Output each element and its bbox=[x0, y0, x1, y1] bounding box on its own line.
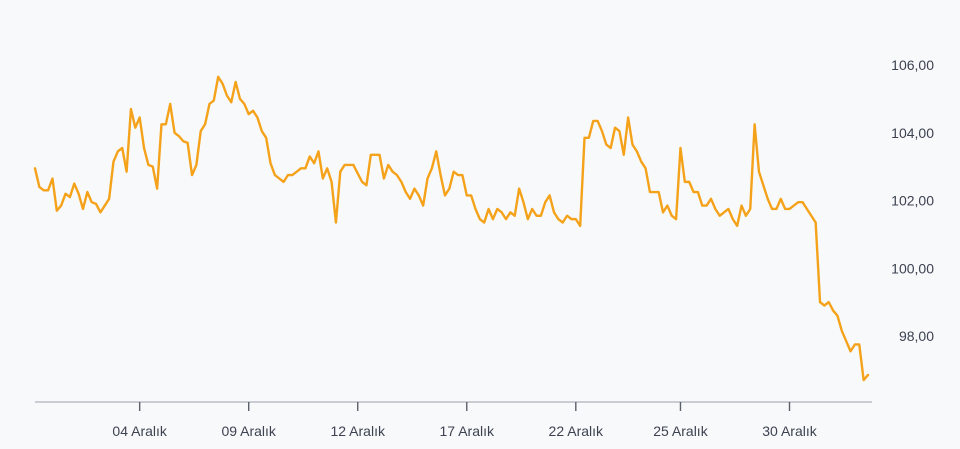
y-tick-label: 98,00 bbox=[899, 328, 934, 344]
price-series-line bbox=[33, 75, 870, 382]
y-axis-ticks: 106,00 104,00 102,00 100,00 98,00 bbox=[891, 57, 934, 344]
x-tick-label: 12 Aralık bbox=[330, 423, 385, 439]
y-tick-label: 106,00 bbox=[891, 57, 934, 73]
x-tick-label: 04 Aralık bbox=[112, 423, 167, 439]
x-tick-label: 30 Aralık bbox=[762, 423, 817, 439]
y-tick-label: 102,00 bbox=[891, 193, 934, 209]
y-tick-label: 100,00 bbox=[891, 260, 934, 276]
x-tick-label: 22 Aralık bbox=[549, 423, 604, 439]
x-tick-label: 25 Aralık bbox=[653, 423, 708, 439]
y-tick-label: 104,00 bbox=[891, 125, 934, 141]
x-tick-label: 09 Aralık bbox=[221, 423, 276, 439]
x-tick-label: 17 Aralık bbox=[440, 423, 495, 439]
x-axis-ticks: 04 Aralık 09 Aralık 12 Aralık 17 Aralık 22 A… bbox=[112, 402, 818, 439]
